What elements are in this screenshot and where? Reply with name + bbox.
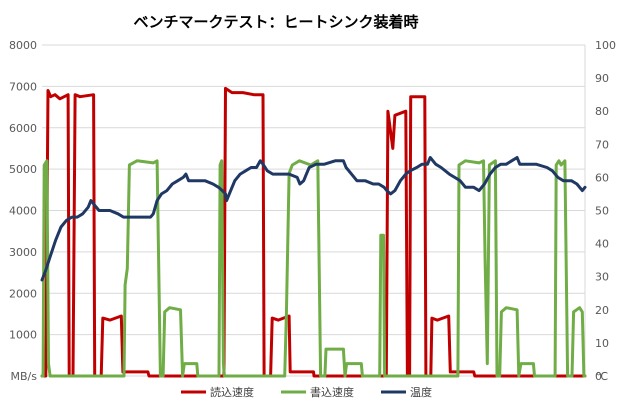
left-tick-label: 4000 — [9, 205, 37, 218]
legend: 読込速度 書込速度 温度 — [181, 385, 432, 399]
gridlines — [42, 44, 586, 377]
legend-label: 温度 — [410, 385, 432, 399]
right-tick-label: 30 — [595, 271, 609, 284]
left-tick-label: 8000 — [9, 39, 37, 52]
right-tick-label: 40 — [595, 238, 609, 251]
legend-label: 書込速度 — [310, 385, 354, 399]
left-tick-label: 1000 — [9, 329, 37, 342]
right-tick-label: 70 — [595, 138, 609, 151]
right-tick-label: 10 — [595, 337, 609, 350]
left-tick-label: 7000 — [9, 80, 37, 93]
left-tick-label: 5000 — [9, 163, 37, 176]
left-axis-unit: MB/s — [11, 370, 38, 383]
left-axis: 1000 2000 3000 4000 5000 6000 7000 8000 — [9, 39, 37, 342]
legend-label: 読込速度 — [210, 385, 254, 399]
right-tick-label: 60 — [595, 171, 609, 184]
right-tick-label: 20 — [595, 304, 609, 317]
plot-series — [40, 86, 587, 378]
left-tick-label: 3000 — [9, 246, 37, 259]
right-tick-label: 80 — [595, 105, 609, 118]
series-line — [40, 86, 587, 378]
chart-title: ベンチマークテスト：ヒートシンク装着時 — [133, 13, 418, 31]
right-tick-label: 90 — [595, 72, 609, 85]
right-axis: 0 10 20 30 40 50 60 70 80 90 100 — [595, 39, 616, 383]
right-tick-label: 0 — [595, 370, 602, 383]
series-line — [40, 159, 587, 378]
series-line — [40, 156, 587, 282]
right-tick-label: 50 — [595, 205, 609, 218]
right-axis-unit: ℃ — [596, 370, 608, 383]
left-tick-label: 2000 — [9, 287, 37, 300]
left-tick-label: 6000 — [9, 122, 37, 135]
right-tick-label: 100 — [595, 39, 616, 52]
